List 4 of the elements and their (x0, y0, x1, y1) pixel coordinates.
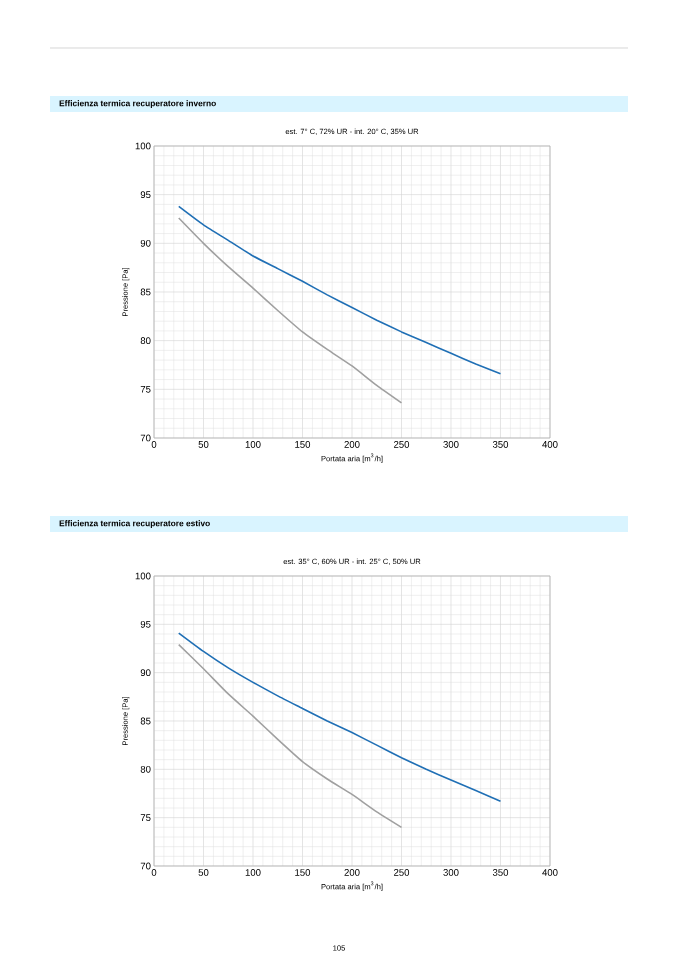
line-series (177, 643, 403, 829)
line-series (177, 632, 502, 803)
line-series (177, 217, 403, 404)
line-series (177, 205, 502, 375)
